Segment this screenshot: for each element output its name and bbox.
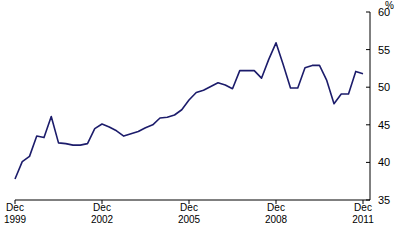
- data-line: [15, 43, 363, 179]
- x-tick-label: Dec2008: [265, 202, 288, 225]
- x-axis: [15, 200, 370, 201]
- x-tick-label-line: Dec: [267, 202, 285, 213]
- x-tick-label-line: 1999: [4, 214, 27, 225]
- x-tick-label-line: 2005: [178, 214, 201, 225]
- y-tick: [366, 162, 370, 163]
- plot-area: [15, 43, 363, 179]
- x-tick-label-line: Dec: [6, 202, 24, 213]
- x-tick-label: Dec2011: [352, 202, 374, 225]
- x-tick-label: Dec1999: [4, 202, 27, 225]
- y-tick-label: 35: [378, 194, 390, 206]
- y-axis: [370, 12, 371, 200]
- y-tick: [366, 87, 370, 88]
- x-tick-label-line: Dec: [93, 202, 111, 213]
- y-tick-label: 55: [378, 44, 390, 56]
- y-tick: [366, 200, 370, 201]
- y-tick: [366, 124, 370, 125]
- y-tick-label: 40: [378, 156, 390, 168]
- x-tick-label: Dec2005: [178, 202, 201, 225]
- x-tick-label-line: 2002: [91, 214, 114, 225]
- x-tick-label-line: Dec: [354, 202, 372, 213]
- chart: 354045505560%Dec1999Dec2002Dec2005Dec200…: [0, 0, 397, 227]
- x-tick-label-line: 2008: [265, 214, 288, 225]
- y-tick: [366, 12, 370, 13]
- y-tick-label: 45: [378, 119, 390, 131]
- y-axis-label: %: [385, 0, 394, 11]
- x-tick-label-line: Dec: [180, 202, 198, 213]
- x-tick-label: Dec2002: [91, 202, 114, 225]
- x-tick-label-line: 2011: [352, 214, 374, 225]
- y-tick: [366, 49, 370, 50]
- y-tick-label: 50: [378, 81, 390, 93]
